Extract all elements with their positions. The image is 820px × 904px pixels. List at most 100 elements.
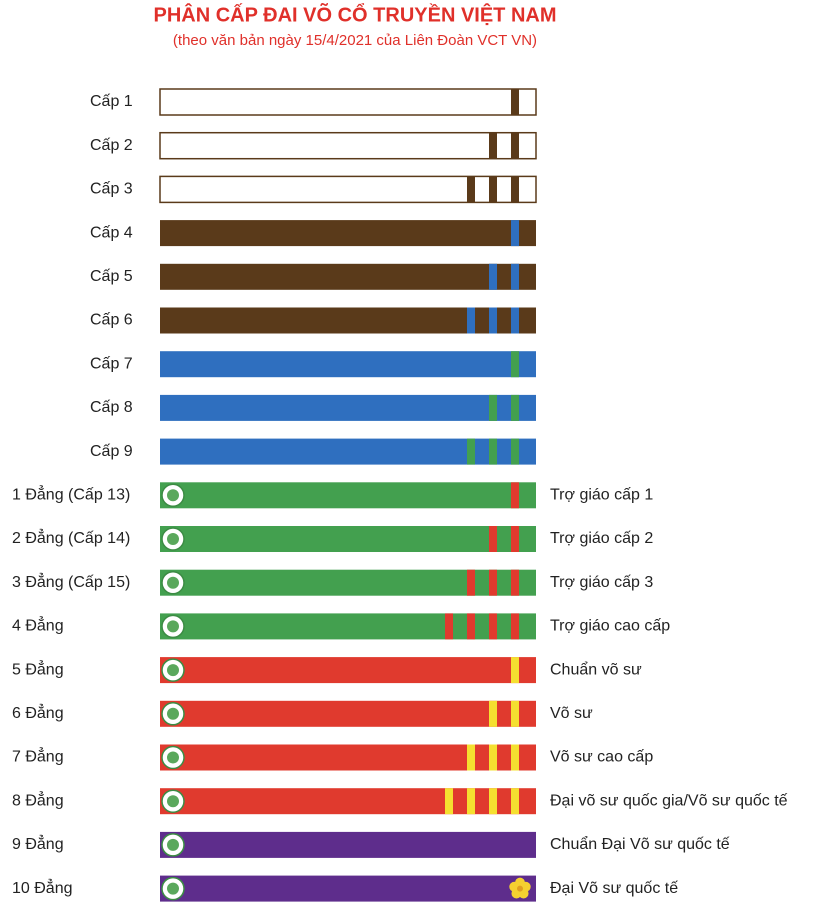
belt [160,788,536,815]
belt-stripe [467,176,475,203]
belt-stripe [445,613,453,640]
belt-stripe [511,569,519,596]
belt-stripe [489,569,497,596]
belt-stripe [511,132,519,159]
belt-stripe [489,700,497,727]
belt-stripe [511,176,519,203]
rank-title: Trợ giáo cấp 1 [550,487,653,504]
rank-title: Đại võ sư quốc gia/Võ sư quốc tế [550,792,788,809]
belt-body [160,526,536,552]
row-label: Cấp 6 [90,312,133,329]
belt-logo-inner [167,533,179,545]
belt-body [160,220,536,247]
belt-stripe [489,394,497,421]
belt-logo-inner [167,620,179,633]
belt-stripe [489,263,497,290]
belt-body [160,700,536,727]
rank-title: Đại Võ sư quốc tế [550,880,678,897]
belt-stripe [467,613,475,640]
belt [160,700,536,727]
belt-stripe [511,788,519,815]
belt-stripe [511,744,519,771]
belt-body [159,88,537,116]
belt-body [160,351,536,378]
row-label: 1 Đẳng (Cấp 13) [12,485,130,504]
belt-logo-inner [167,664,179,677]
belt-logo-inner [167,751,179,764]
belt-stripe [511,438,519,465]
belt-stripe [511,263,519,290]
belt [160,307,536,334]
row-label: Cấp 4 [90,224,133,241]
belt-body [160,307,536,334]
belt-stripe [489,788,497,815]
belt-body [160,744,536,771]
row-label: Cấp 5 [90,268,133,285]
belt [160,526,536,552]
belt [159,175,537,204]
belt [160,875,536,902]
rank-title: Chuẩn Đại Võ sư quốc tế [550,835,730,853]
row-label: Cấp 3 [90,181,133,198]
row-label: Cấp 9 [90,443,133,460]
belt-stripe [489,438,497,465]
subtitle: (theo văn bản ngày 15/4/2021 của Liên Đo… [173,32,537,49]
belt-body [160,438,536,465]
belt-body [160,569,536,596]
belt-stripe [467,788,475,815]
belt-stripe [511,657,519,684]
belt [160,220,536,247]
belt-body [160,875,536,902]
belt-stripe [511,482,519,509]
row-label: 4 Đẳng [12,616,64,635]
belt-stripe [511,700,519,727]
belt-logo-inner [167,795,179,808]
belt-stripe [511,526,519,552]
belt-stripe [489,613,497,640]
belt [160,744,536,771]
belt-body [159,131,537,160]
belt [160,263,536,290]
row-label: Cấp 7 [90,355,133,372]
row-label: Cấp 1 [90,93,133,110]
belt-body [160,657,536,684]
row-label: 2 Đẳng (Cấp 14) [12,528,130,547]
rank-title: Trợ giáo cao cấp [550,618,670,635]
belt-stripe [511,394,519,421]
belt-stripe [511,89,519,115]
belt-stripe [467,569,475,596]
belt [159,88,537,116]
title: PHÂN CẤP ĐAI VÕ CỔ TRUYỀN VIỆT NAM [154,2,557,26]
belt [160,394,536,421]
rank-title: Võ sư cao cấp [550,749,653,766]
belt-stripe [489,307,497,334]
rank-title: Trợ giáo cấp 2 [550,530,653,547]
rank-title: Trợ giáo cấp 3 [550,574,653,591]
row-label: 7 Đẳng [12,747,64,766]
row-label: 5 Đẳng [12,659,64,678]
belt-stripe [489,132,497,159]
belt-logo-inner [167,489,179,502]
belt-stripe [467,744,475,771]
rank-title: Võ sư [550,705,593,722]
belt-body [160,788,536,815]
belt [160,657,536,684]
belt [160,351,536,378]
belt-stripe [445,788,453,815]
belt-logo-inner [167,838,179,851]
belt-logo-inner [167,882,179,895]
belt-logo-inner [167,576,179,589]
belt-stripe [511,220,519,247]
belt-logo-inner [167,707,179,720]
row-label: Cấp 2 [90,137,133,154]
belt-body [160,613,536,640]
belt-stripe [489,744,497,771]
belt-stripe [467,438,475,465]
flower-center [517,885,523,892]
row-label: 9 Đẳng [12,834,64,853]
rank-title: Chuẩn võ sư [550,660,642,678]
belt-body [159,175,537,204]
row-label: 3 Đẳng (Cấp 15) [12,572,130,591]
flower-petal [509,881,520,892]
